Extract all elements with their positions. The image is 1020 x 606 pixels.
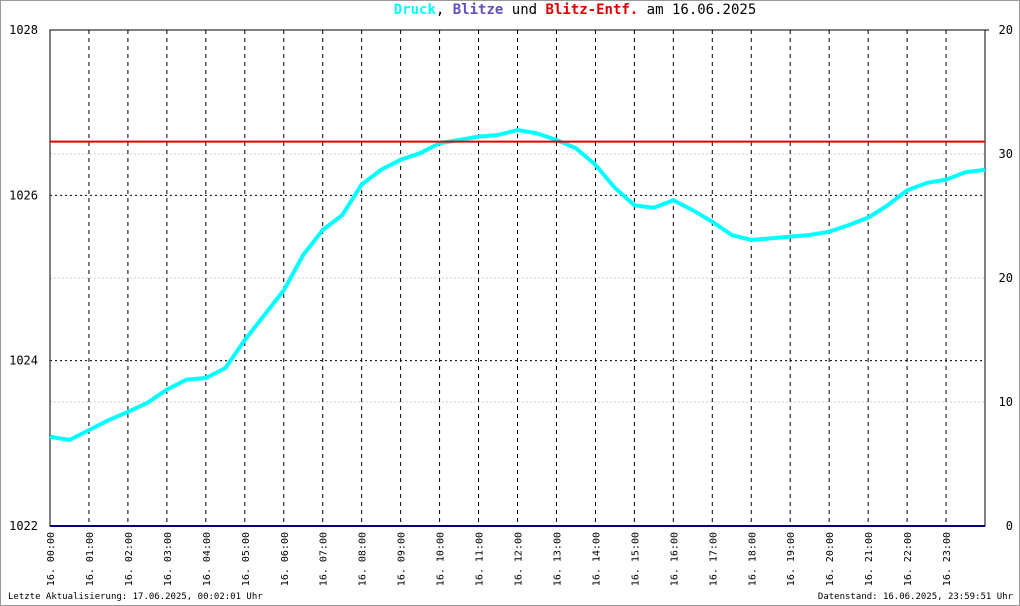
x-tick-label: 16. 14:00 xyxy=(591,532,602,586)
x-tick-label: 16. 07:00 xyxy=(319,532,330,586)
footer-right: Datenstand: 16.06.2025, 23:59:51 Uhr xyxy=(818,592,1014,602)
series-line xyxy=(49,128,986,443)
title-text: , xyxy=(436,2,444,18)
x-tick-label: 16. 10:00 xyxy=(436,532,447,586)
x-tick-label: 16. 12:00 xyxy=(514,532,525,586)
title-series: Blitze xyxy=(453,2,504,18)
x-tick-label: 16. 20:00 xyxy=(825,532,836,586)
x-tick-label: 16. 22:00 xyxy=(903,532,914,586)
y2-tick-label: 30 xyxy=(999,147,1013,161)
x-tick-label: 16. 02:00 xyxy=(124,532,135,586)
x-tick-label: 16. 04:00 xyxy=(202,532,213,586)
x-tick-label: 16. 06:00 xyxy=(280,532,291,586)
x-tick-label: 16. 03:00 xyxy=(163,532,174,586)
title-text: am 16.06.2025 xyxy=(647,2,757,18)
x-tick-label: 16. 17:00 xyxy=(708,532,719,586)
y2-tick-label: 0 xyxy=(1006,519,1013,533)
x-tick-label: 16. 11:00 xyxy=(475,532,486,586)
y-tick-label: 1028 xyxy=(9,23,38,37)
x-tick-label: 16. 19:00 xyxy=(786,532,797,586)
x-tick-label: 16. 00:00 xyxy=(46,532,57,586)
footer-left: Letzte Aktualisierung: 17.06.2025, 00:02… xyxy=(8,592,263,602)
y2-tick-label: 20 xyxy=(999,271,1013,285)
y-tick-label: 1024 xyxy=(9,354,38,368)
x-tick-label: 16. 21:00 xyxy=(864,532,875,586)
y-tick-label: 1026 xyxy=(9,188,38,202)
x-tick-label: 16. 09:00 xyxy=(397,532,408,586)
x-tick-label: 16. 08:00 xyxy=(358,532,369,586)
x-tick-label: 16. 23:00 xyxy=(942,532,953,586)
y3-tick-label: 20 xyxy=(999,23,1013,37)
title-series: Blitz-Entf. xyxy=(546,2,639,18)
title-series: Druck xyxy=(394,2,437,18)
x-tick-label: 16. 05:00 xyxy=(241,532,252,586)
title-text: und xyxy=(512,2,537,18)
x-tick-label: 16. 18:00 xyxy=(747,532,758,586)
x-tick-label: 16. 16:00 xyxy=(669,532,680,586)
x-tick-label: 16. 15:00 xyxy=(630,532,641,586)
x-tick-label: 16. 01:00 xyxy=(85,532,96,586)
y-tick-label: 1022 xyxy=(9,519,38,533)
chart-title: Druck, Blitze und Blitz-Entf. am 16.06.2… xyxy=(394,2,757,18)
x-tick-label: 16. 13:00 xyxy=(552,532,563,586)
y2-tick-label: 10 xyxy=(999,395,1013,409)
